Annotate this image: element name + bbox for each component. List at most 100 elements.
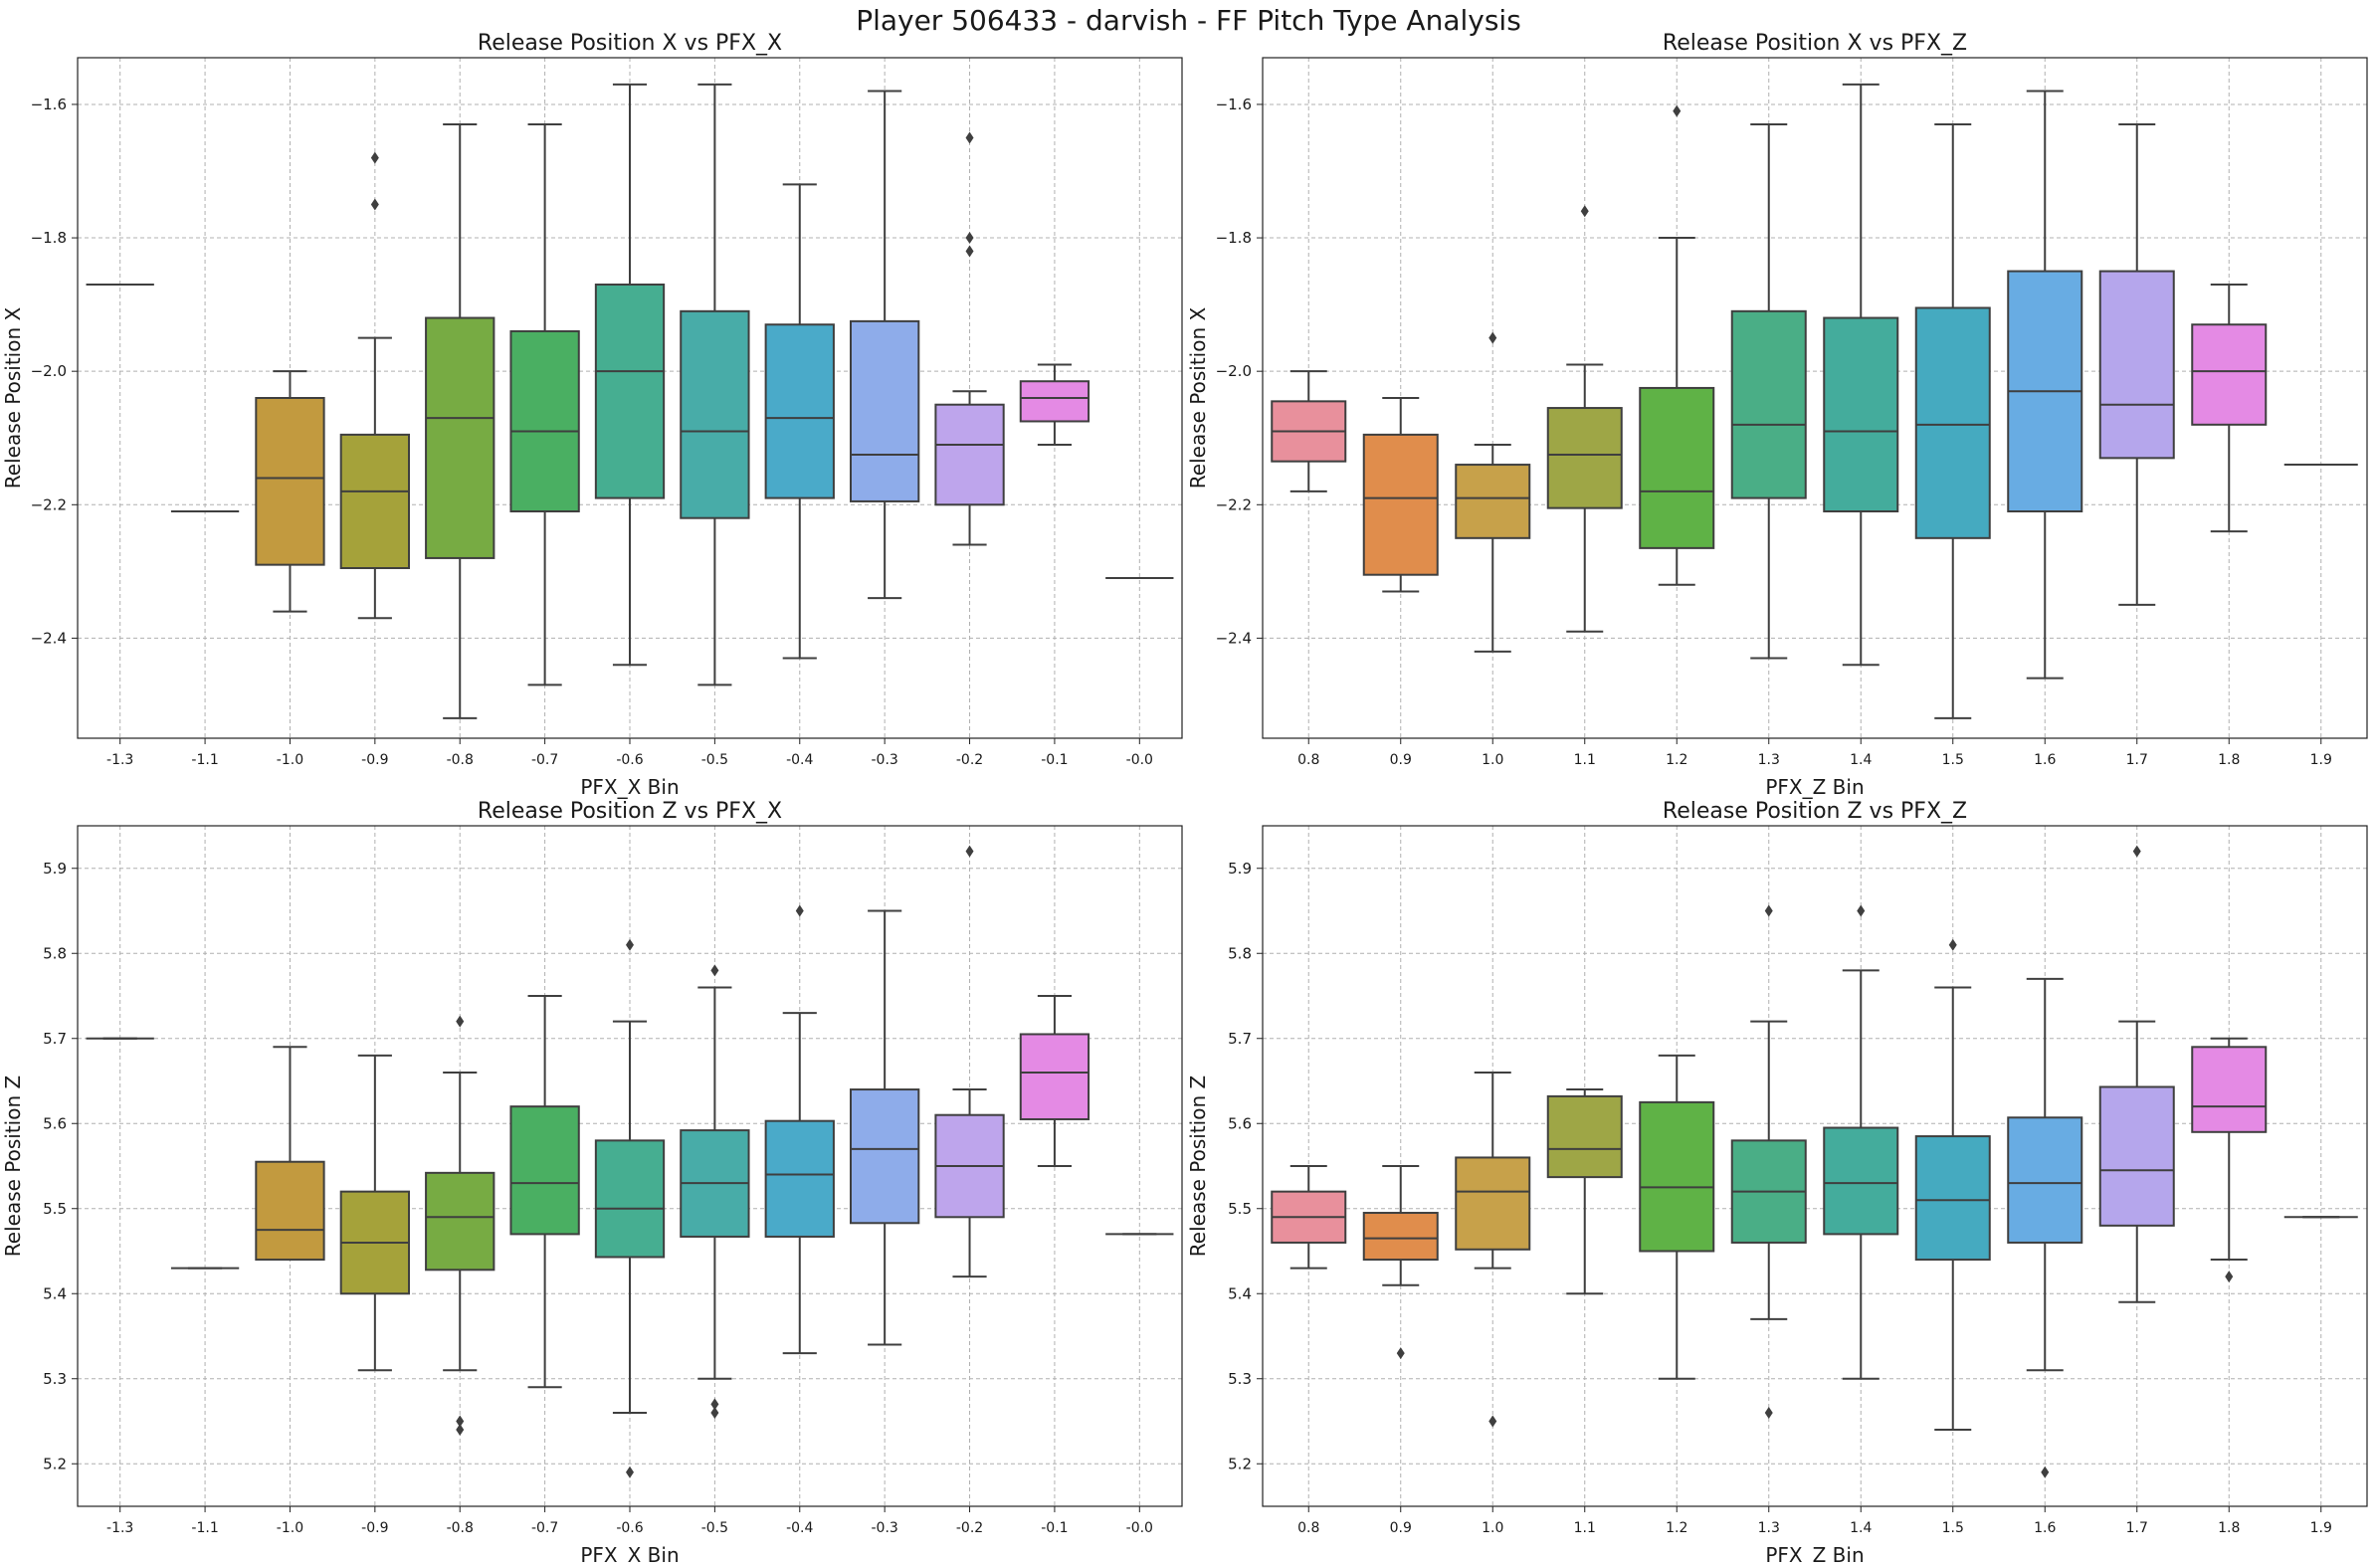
- box--0.3: [850, 909, 920, 1346]
- y-tick-label: 5.9: [43, 860, 67, 878]
- x-tick-label: 1.8: [2218, 752, 2240, 768]
- x-tick-label: -0.1: [1041, 1520, 1068, 1536]
- x-axis-label: PFX_Z Bin: [1765, 1543, 1864, 1564]
- y-axis-label: Release Position X: [1186, 306, 1210, 489]
- y-tick-label: 5.3: [43, 1370, 67, 1388]
- y-tick-label: 5.8: [1228, 944, 1252, 962]
- subplot-4: 5.9 5.8 5.7 5.6 5.5 5.4 5.3 5.2 0.8 0.9 1.0 1.1 1.2 1…: [1186, 799, 2368, 1567]
- subplot-title: Release Position X vs PFX_Z: [1663, 31, 1967, 56]
- x-tick-label: 1.1: [1574, 1520, 1596, 1536]
- x-tick-label: -0.2: [956, 1520, 983, 1536]
- box-body: [764, 323, 835, 499]
- x-tick-label: 1.5: [1942, 752, 1964, 768]
- box-body: [594, 284, 666, 499]
- x-tick-label: 1.0: [1482, 1520, 1503, 1536]
- box-1.1: [1546, 205, 1623, 633]
- x-tick-label: -0.9: [361, 752, 388, 768]
- y-tick-label: −1.6: [31, 96, 67, 113]
- outlier-point: [710, 1398, 719, 1411]
- box-body: [1362, 1212, 1439, 1262]
- box-body: [1019, 380, 1090, 423]
- box-body: [509, 329, 580, 512]
- subplot-1: −1.6 −1.8 −2.0 −2.2 −2.4 -1.3 -1.1 -1.0 -0.9 -0.8…: [1, 31, 1183, 799]
- x-tick-label: -0.3: [871, 752, 897, 768]
- outlier-point: [965, 245, 974, 258]
- y-tick-label: −2.4: [1216, 629, 1252, 647]
- x-tick-label: -1.0: [277, 1520, 303, 1536]
- box-body: [1019, 1033, 1090, 1120]
- box-body: [339, 433, 411, 569]
- box-body: [1362, 433, 1439, 576]
- box-1.4: [1823, 904, 1899, 1380]
- subplot-title: Release Position X vs PFX_X: [478, 31, 782, 56]
- y-tick-label: 5.7: [1228, 1030, 1252, 1048]
- box--0.8: [425, 123, 495, 719]
- box-1.5: [1914, 123, 1991, 719]
- box-body: [2191, 1046, 2268, 1133]
- x-tick-label: -0.4: [786, 752, 813, 768]
- outlier-point: [1857, 904, 1866, 917]
- y-tick-label: 5.6: [43, 1114, 67, 1132]
- box-body: [509, 1105, 580, 1236]
- box-0.8: [1271, 1165, 1347, 1270]
- box-body: [850, 319, 920, 502]
- box-body: [255, 397, 325, 566]
- box--0.5: [680, 964, 750, 1419]
- box-body: [2098, 1085, 2175, 1227]
- y-tick-label: 5.5: [1228, 1200, 1252, 1218]
- y-tick-label: 5.4: [1228, 1284, 1252, 1302]
- box-body: [1730, 309, 1807, 499]
- y-tick-label: −2.2: [31, 495, 67, 513]
- y-tick-label: −2.0: [31, 362, 67, 380]
- outlier-point: [2132, 845, 2141, 858]
- box--0.1: [1019, 363, 1090, 446]
- figure-title: Player 506433 - darvish - FF Pitch Type …: [856, 4, 1521, 37]
- outlier-point: [370, 151, 379, 164]
- y-tick-label: 5.2: [1228, 1455, 1252, 1472]
- x-tick-label: -0.0: [1126, 752, 1153, 768]
- box-body: [850, 1088, 920, 1225]
- outlier-point: [456, 1415, 465, 1428]
- x-tick-label: 1.3: [1758, 1520, 1780, 1536]
- y-tick-label: −1.8: [1216, 229, 1252, 247]
- y-tick-label: 5.6: [1228, 1114, 1252, 1132]
- y-tick-label: −2.2: [1216, 495, 1252, 513]
- box--0.4: [764, 183, 835, 660]
- outlier-point: [456, 1424, 465, 1437]
- x-tick-label: -1.3: [106, 1520, 133, 1536]
- box-body: [1914, 1135, 1991, 1262]
- x-tick-label: 1.6: [2034, 752, 2056, 768]
- subplot-title: Release Position Z vs PFX_X: [478, 799, 782, 824]
- subplot-3: 5.9 5.8 5.7 5.6 5.5 5.4 5.3 5.2 -1.3 -1.1 -1.0 -0.9…: [1, 799, 1183, 1567]
- box-1.7: [2098, 845, 2175, 1303]
- outlier-point: [456, 1015, 465, 1028]
- box-0.8: [1271, 370, 1347, 492]
- axes-frame: [77, 825, 1183, 1507]
- box-body: [2191, 323, 2268, 426]
- outlier-point: [965, 845, 974, 858]
- outlier-point: [1396, 1347, 1405, 1360]
- outlier-point: [626, 938, 634, 951]
- box--0.7: [509, 995, 580, 1389]
- box-1.2: [1639, 1054, 1715, 1380]
- box--1.0: [255, 370, 325, 613]
- x-tick-label: -0.6: [616, 752, 643, 768]
- x-axis-label: PFX_Z Bin: [1765, 775, 1864, 799]
- y-tick-label: 5.2: [43, 1455, 67, 1472]
- outlier-point: [2041, 1466, 2050, 1478]
- x-tick-label: -0.5: [701, 752, 728, 768]
- x-tick-label: 1.7: [2126, 1520, 2148, 1536]
- box-1.6: [2007, 977, 2083, 1478]
- outlier-point: [370, 198, 379, 211]
- box-body: [1823, 1126, 1899, 1236]
- x-tick-label: 1.9: [2310, 1520, 2332, 1536]
- outlier-point: [965, 131, 974, 144]
- box-1.8: [2191, 284, 2268, 533]
- box-1.1: [1546, 1088, 1623, 1295]
- box-body: [594, 1139, 666, 1259]
- x-tick-label: 1.2: [1666, 752, 1687, 768]
- box-1.4: [1823, 83, 1899, 667]
- x-tick-label: -0.7: [531, 1520, 558, 1536]
